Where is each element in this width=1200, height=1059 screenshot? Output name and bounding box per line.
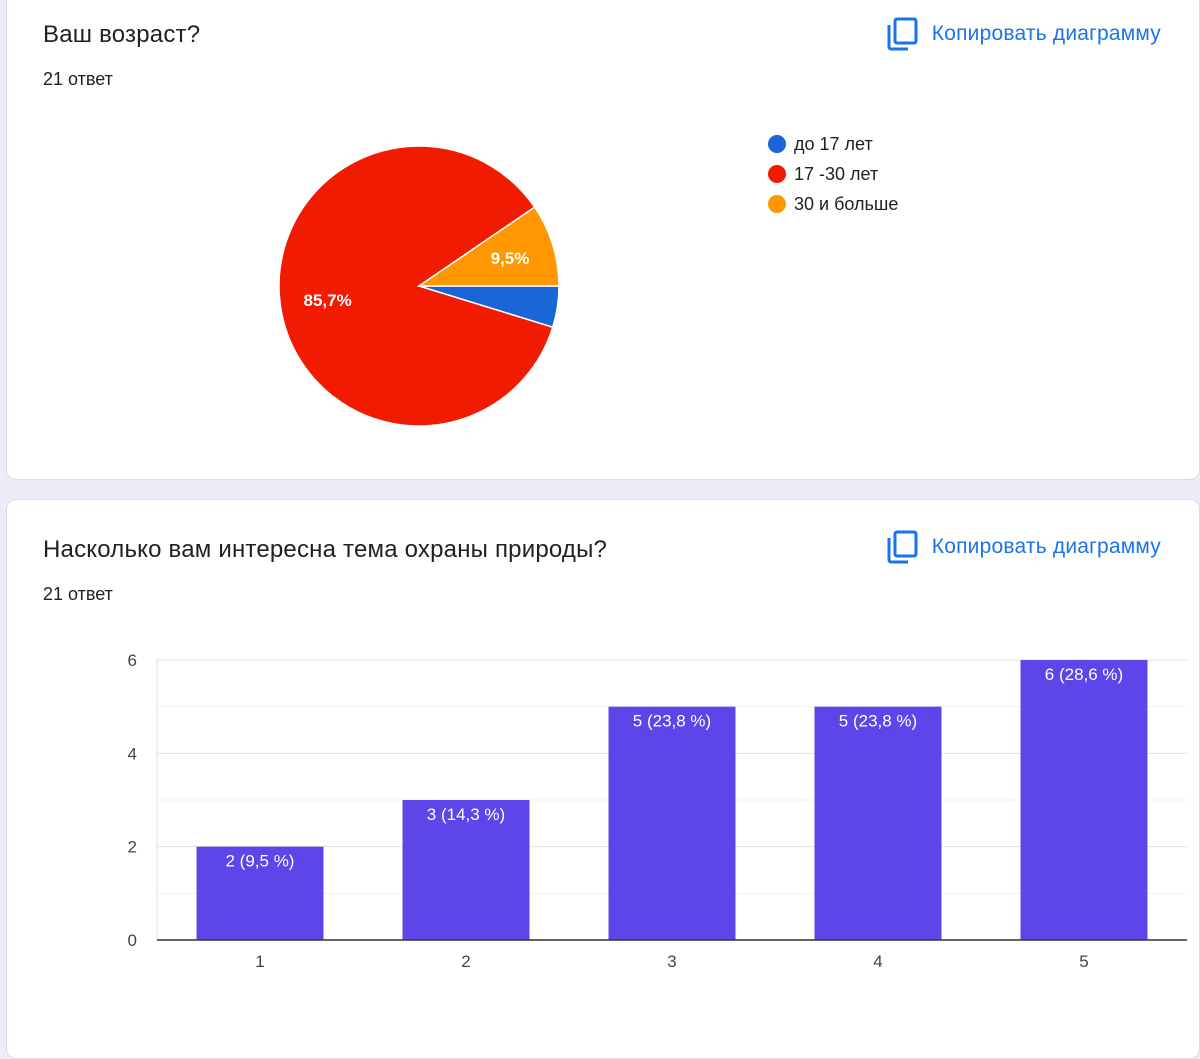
bar-data-label: 5 (23,8 %) xyxy=(633,712,711,731)
pie-slice-1[interactable] xyxy=(278,145,554,427)
y-tick-label: 0 xyxy=(128,931,137,950)
legend-swatch xyxy=(768,195,786,213)
pie-slice-2[interactable] xyxy=(416,206,560,287)
response-count: 21 ответ xyxy=(43,584,113,604)
bar-1[interactable] xyxy=(196,846,324,940)
x-tick-label: 1 xyxy=(255,952,264,971)
bar-data-label: 6 (28,6 %) xyxy=(1045,665,1123,684)
x-tick-label: 3 xyxy=(667,952,676,971)
bar-data-label: 3 (14,3 %) xyxy=(427,805,505,824)
question-title: Насколько вам интересна тема охраны прир… xyxy=(43,536,608,563)
bar-5[interactable] xyxy=(1020,660,1148,940)
legend-swatch xyxy=(768,165,786,183)
copy-chart-icon xyxy=(887,530,918,564)
legend-swatch xyxy=(768,135,786,153)
question-card-age: Ваш возраст? 21 ответ Копировать диаграм… xyxy=(6,0,1200,480)
question-title: Ваш возраст? xyxy=(43,21,201,48)
bar-4[interactable] xyxy=(814,706,942,940)
response-count: 21 ответ xyxy=(43,69,113,89)
copy-chart-icon xyxy=(887,17,918,51)
nature-bar-chart: 0 2 4 6 2 (9,5 %) 1 3 (14,3 %) 2 5 (23,8 %) 3 5 (2… xyxy=(128,651,1187,971)
copy-chart-label: Копировать диаграмму xyxy=(931,22,1161,45)
bar-2[interactable] xyxy=(402,800,530,940)
age-pie-chart: 85,7% 9,5% до 17 лет 17 -30 лет 30 и больше xyxy=(278,134,898,427)
legend-label: 30 и больше xyxy=(794,194,898,214)
pie-slice-label: 85,7% xyxy=(304,291,352,310)
copy-chart-button[interactable]: Копировать диаграмму xyxy=(886,530,1161,564)
y-tick-label: 4 xyxy=(128,744,137,763)
pie-slice-label: 9,5% xyxy=(491,249,530,268)
copy-chart-button[interactable]: Копировать диаграмму xyxy=(886,17,1161,51)
copy-chart-label: Копировать диаграмму xyxy=(931,535,1161,558)
bar-data-label: 5 (23,8 %) xyxy=(839,712,917,731)
legend-label: 17 -30 лет xyxy=(794,164,878,184)
y-tick-label: 2 xyxy=(128,838,137,857)
x-tick-label: 2 xyxy=(461,952,470,971)
x-tick-label: 5 xyxy=(1079,952,1088,971)
bar-data-label: 2 (9,5 %) xyxy=(226,852,295,871)
question-card-nature: Насколько вам интересна тема охраны прир… xyxy=(6,499,1200,1059)
legend-label: до 17 лет xyxy=(794,134,873,154)
x-tick-label: 4 xyxy=(873,952,882,971)
bar-3[interactable] xyxy=(608,706,736,940)
y-tick-label: 6 xyxy=(128,651,137,670)
